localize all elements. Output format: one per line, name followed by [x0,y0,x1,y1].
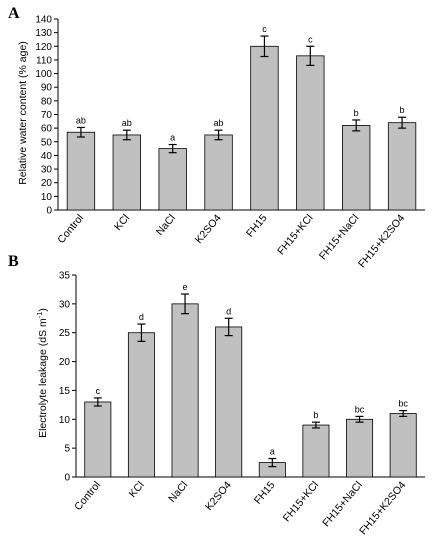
panel-a-x-tick-labels: Control KCl NaCl K2SO4 FH15 FH15+KCl FH15+NaCl… [55,212,407,270]
significance-letter: d [139,312,144,322]
bar [346,418,374,478]
y-tick-label: 30 [59,299,71,310]
y-tick-label: 25 [59,328,71,339]
bar [112,134,141,211]
y-tick-label: 110 [36,55,52,66]
significance-letter: ab [214,118,224,128]
significance-letter: c [96,386,101,396]
bar [296,55,325,211]
x-tick-label: FH15+KCl [275,212,316,257]
y-tick-label: 20 [59,357,71,368]
bar [127,332,155,478]
y-tick-label: 90 [41,83,53,94]
x-tick-label: FH15 [252,479,278,507]
bar [171,303,199,478]
y-tick-label: 120 [35,42,52,53]
bar [84,401,112,478]
y-tick-label: 140 [35,15,52,26]
panel-b-y-ticks: 0 5 10 15 20 25 30 35 [59,271,76,484]
bar [66,131,96,211]
y-tick-label: 5 [64,444,70,455]
x-tick-label: FH15+NaCl [320,479,365,529]
x-tick-label: FH15+NaCl [317,212,362,262]
significance-letter: a [170,133,175,143]
y-tick-label: 20 [41,178,53,189]
x-tick-label: NaCl [166,479,190,505]
panel-b-y-axis-label-main: Electrolyte leakage (dS m [37,318,49,438]
y-tick-label: 0 [46,206,52,217]
bar [302,424,330,478]
x-tick-label: FH15+K2SO4 [357,479,409,537]
panel-b-y-axis-label-end: ) [37,308,49,312]
bar [158,148,187,211]
y-tick-label: 15 [59,386,71,397]
y-tick-label: 70 [41,110,53,121]
significance-letter: b [400,105,405,115]
x-tick-label: Control [72,479,103,513]
panel-a: A Relative water content (% age) ab abaab… [8,5,425,270]
y-tick-label: 60 [41,124,53,135]
significance-letter: c [262,24,267,34]
y-tick-label: 100 [35,69,52,80]
x-tick-label: FH15 [244,212,270,240]
y-tick-label: 80 [41,96,53,107]
x-tick-label: KCl [112,212,132,233]
y-tick-label: 40 [41,151,53,162]
significance-letter: c [308,34,313,44]
bar [215,326,243,478]
y-tick-label: 10 [41,192,53,203]
panel-a-y-ticks: 0 10 20 30 40 50 60 70 80 90 100 110 120 130 140 [35,15,58,217]
x-tick-label: K2SO4 [193,212,224,246]
x-tick-label: Control [55,212,86,246]
panel-b: B Electrolyte leakage (dS m-1) c d e d a b bc b… [8,253,425,537]
panel-b-bars: c d e d a b bc bc [84,282,417,478]
bar [342,125,371,211]
significance-letter: e [183,282,188,292]
y-tick-label: 10 [59,415,71,426]
significance-letter: a [270,447,275,457]
x-tick-label: FH15+KCl [281,479,322,524]
panel-b-letter: B [8,253,19,270]
significance-letter: bc [355,404,365,414]
panel-b-x-tick-labels: Control KCl NaCl K2SO4 FH15 FH15+KClFH15+NaCl… [72,479,408,537]
panel-b-y-axis-label-sup: -1 [35,312,44,319]
y-tick-label: 50 [41,137,53,148]
significance-letter: b [354,108,359,118]
panel-b-y-axis-label: Electrolyte leakage (dS m-1) [35,308,49,438]
x-tick-label: FH15+K2SO4 [356,212,408,270]
y-tick-label: 0 [64,473,70,484]
y-tick-label: 30 [41,165,53,176]
bar [389,413,417,478]
significance-letter: bc [398,399,408,409]
significance-letter: d [226,306,231,316]
x-tick-label: K2SO4 [203,479,234,513]
bar [204,134,233,211]
panel-a-y-axis-label: Relative water content (% age) [17,41,29,185]
bar [250,45,279,211]
panel-a-bars: ab ab a ab c c b b [66,24,417,211]
significance-letter: ab [122,118,132,128]
x-tick-label: KCl [127,479,147,500]
y-tick-label: 35 [59,271,71,282]
x-tick-label: NaCl [154,212,178,238]
panel-a-letter: A [8,5,20,22]
y-tick-label: 130 [35,28,52,39]
bar [387,122,417,211]
significance-letter: b [313,410,318,420]
significance-letter: ab [76,115,86,125]
